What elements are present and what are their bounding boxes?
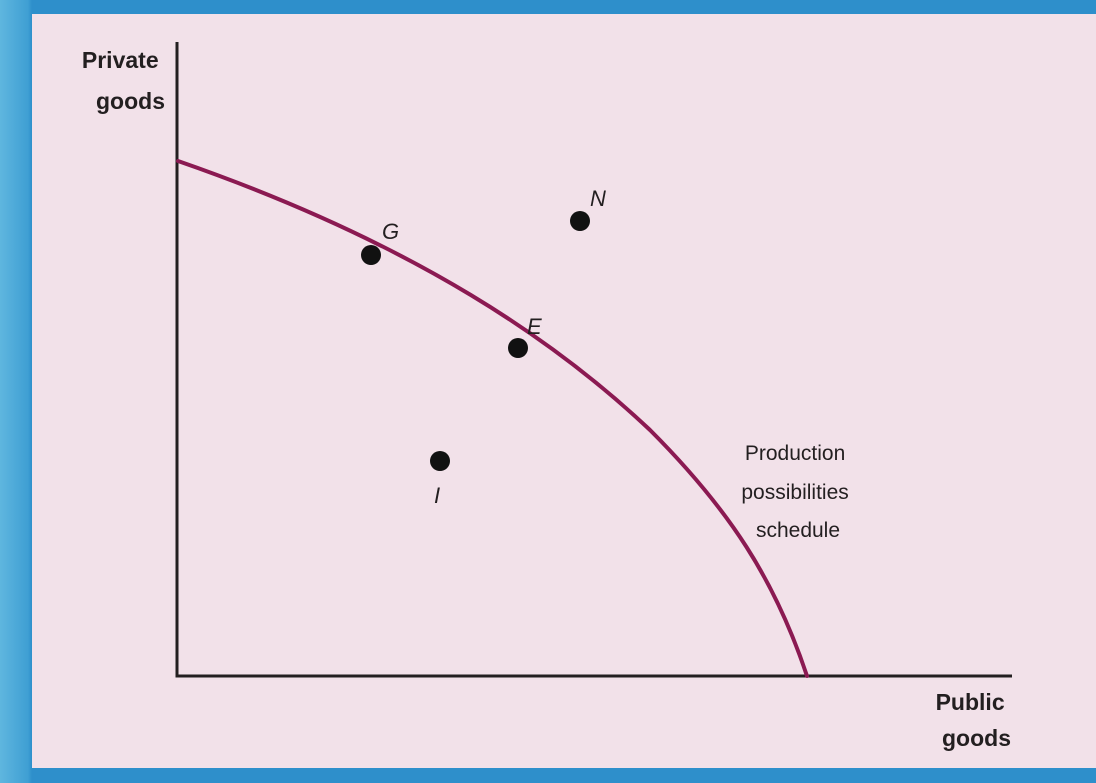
point-i: [430, 451, 450, 471]
curve-label-line1: Production: [745, 442, 845, 465]
curve-label: Production possibilities schedule: [741, 442, 854, 542]
x-axis-label-line2: goods: [942, 725, 1011, 751]
point-g-label: G: [382, 219, 399, 244]
point-n: [570, 211, 590, 231]
point-n-label: N: [590, 186, 606, 211]
production-possibilities-curve: [178, 161, 807, 676]
point-i-label: I: [434, 483, 440, 508]
y-axis-label-line2: goods: [96, 88, 165, 114]
point-e: [508, 338, 528, 358]
point-g: [361, 245, 381, 265]
y-axis-label-line1: Private: [82, 47, 159, 73]
x-axis-label-line1: Public: [936, 689, 1005, 715]
point-e-label: E: [527, 314, 542, 339]
x-axis-label: Public goods: [936, 689, 1011, 751]
curve-label-line2: possibilities: [741, 481, 848, 504]
curve-label-line3: schedule: [756, 519, 840, 542]
y-axis-label: Private goods: [82, 47, 165, 114]
